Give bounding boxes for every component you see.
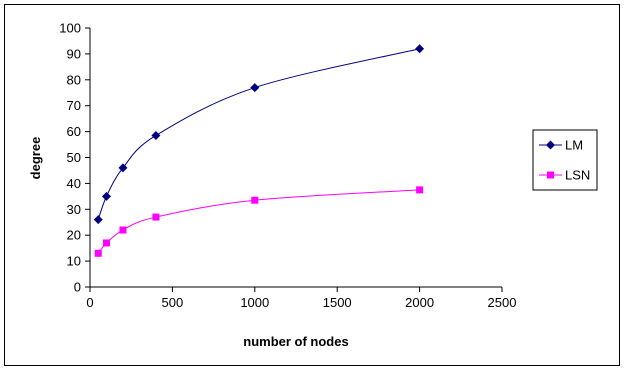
series-line-lm	[97, 48, 420, 220]
x-tick-label: 1000	[240, 295, 269, 310]
data-point-lm	[118, 163, 128, 173]
data-point-lm	[101, 191, 111, 201]
legend-marker-lm	[546, 140, 555, 150]
y-tick-label: 50	[67, 150, 81, 165]
x-axis-title: number of nodes	[243, 334, 348, 349]
y-tick-label: 20	[67, 228, 81, 243]
y-tick-label: 70	[67, 98, 81, 113]
x-tick-label: 500	[162, 295, 184, 310]
series-line-lsn	[97, 189, 420, 254]
legend-label-lm: LM	[565, 138, 583, 153]
chart-frame	[4, 4, 620, 366]
y-tick-label: 10	[67, 254, 81, 269]
data-point-lsn	[119, 226, 127, 234]
legend-label-lsn: LSN	[565, 168, 590, 183]
y-tick-label: 80	[67, 72, 81, 87]
y-axis-title: degree	[28, 137, 43, 180]
x-tick-label: 0	[86, 295, 93, 310]
y-tick-label: 60	[67, 124, 81, 139]
data-point-lm	[93, 215, 103, 225]
data-point-lsn	[102, 239, 110, 247]
data-point-lsn	[251, 196, 259, 204]
y-tick-label: 40	[67, 176, 81, 191]
data-point-lsn	[152, 213, 160, 221]
data-point-lm	[250, 83, 260, 93]
legend: LM LSN	[532, 129, 598, 191]
data-point-lsn	[416, 186, 424, 194]
data-point-lm	[415, 44, 425, 54]
y-tick-label: 30	[67, 202, 81, 217]
y-tick-label: 100	[59, 21, 81, 36]
x-tick-label: 1500	[323, 295, 352, 310]
legend-marker-lsn	[547, 171, 554, 179]
y-tick-label: 90	[67, 46, 81, 61]
legend-box	[532, 129, 598, 191]
data-point-lsn	[94, 249, 102, 257]
y-tick-label: 0	[74, 280, 81, 295]
data-point-lm	[151, 130, 161, 140]
x-tick-label: 2500	[488, 295, 517, 310]
x-tick-label: 2000	[405, 295, 434, 310]
